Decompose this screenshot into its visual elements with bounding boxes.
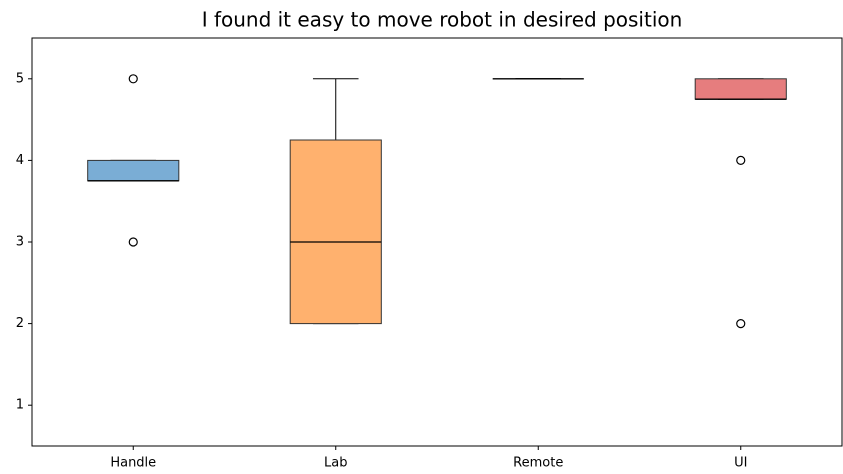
y-tick-label: 2 xyxy=(16,316,24,331)
box xyxy=(694,78,787,100)
outlier xyxy=(736,155,746,165)
y-tick-label: 4 xyxy=(16,153,24,168)
outlier xyxy=(128,237,138,247)
y-tick-label: 1 xyxy=(16,398,24,413)
box xyxy=(87,159,180,182)
x-tick-label: UI xyxy=(734,456,747,471)
x-tick-label: Lab xyxy=(324,456,347,471)
x-tick-label: Remote xyxy=(513,456,563,471)
outlier xyxy=(736,319,746,329)
chart-title: I found it easy to move robot in desired… xyxy=(202,8,683,32)
box xyxy=(289,139,382,325)
x-tick-label: Handle xyxy=(110,456,156,471)
y-tick-label: 3 xyxy=(16,235,24,250)
outlier xyxy=(128,74,138,84)
y-tick-label: 5 xyxy=(16,71,24,86)
